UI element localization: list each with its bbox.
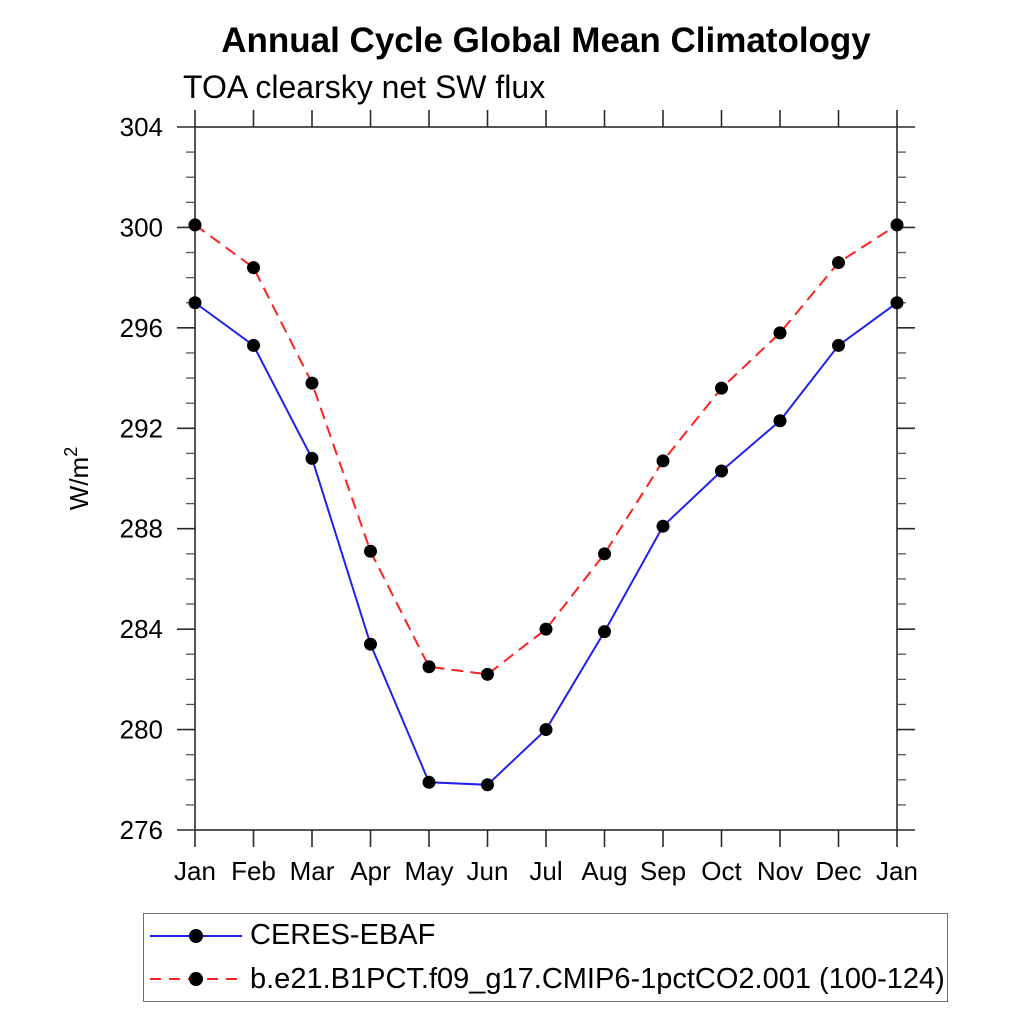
chart-title: Annual Cycle Global Mean Climatology: [221, 21, 871, 60]
x-axis-label: Aug: [581, 856, 627, 886]
chart-subtitle: TOA clearsky net SW flux: [183, 69, 546, 105]
data-point-marker: [832, 338, 845, 352]
data-point-marker: [598, 547, 611, 561]
data-point-marker: [539, 723, 553, 737]
data-point-marker: [422, 660, 436, 674]
data-point-marker: [305, 376, 319, 390]
x-axis-label: Sep: [640, 856, 686, 886]
x-axis-label: Nov: [757, 856, 803, 886]
data-point-marker: [890, 296, 904, 310]
data-point-marker: [188, 296, 202, 310]
x-axis-label: Dec: [815, 856, 861, 886]
x-axis-label: Jan: [876, 856, 918, 886]
y-axis-tick-label: 280: [120, 715, 163, 745]
legend: CERES-EBAF b.e21.B1PCT.f09_g17.CMIP6-1pc…: [143, 913, 948, 1002]
y-axis-tick-label: 284: [120, 614, 163, 644]
legend-item-ceres-ebaf: CERES-EBAF: [146, 921, 947, 951]
x-axis-label: Jan: [174, 856, 216, 886]
data-point-marker: [539, 622, 553, 636]
data-point-marker: [598, 625, 611, 639]
legend-item-model-run: b.e21.B1PCT.f09_g17.CMIP6-1pctCO2.001 (1…: [146, 964, 947, 994]
x-axis-label: Mar: [290, 856, 335, 886]
x-axis-label: May: [404, 856, 453, 886]
data-point-marker: [656, 454, 670, 468]
data-point-marker: [364, 544, 377, 558]
legend-marker-dot: [189, 972, 203, 987]
data-point-marker: [656, 519, 670, 533]
data-point-marker: [422, 775, 436, 789]
legend-label-model-run: b.e21.B1PCT.f09_g17.CMIP6-1pctCO2.001 (1…: [250, 962, 945, 995]
data-point-marker: [188, 218, 202, 232]
x-axis-label: Jul: [529, 856, 562, 886]
data-point-marker: [364, 637, 377, 651]
data-point-marker: [481, 778, 494, 792]
data-point-marker: [773, 326, 787, 340]
x-axis-label: Jun: [467, 856, 509, 886]
data-point-marker: [247, 338, 260, 352]
data-point-marker: [773, 414, 787, 428]
y-axis-tick-label: 304: [120, 112, 163, 142]
data-point-marker: [832, 256, 845, 270]
data-point-marker: [247, 261, 260, 275]
y-axis-tick-label: 300: [120, 212, 163, 242]
y-axis-title: W/m2: [61, 447, 94, 510]
x-axis-label: Apr: [350, 856, 391, 886]
series-line-obs: [194, 301, 898, 786]
data-point-marker: [715, 381, 728, 395]
series-line-model: [194, 224, 898, 676]
y-axis-tick-label: 276: [120, 815, 163, 845]
legend-sample-line-solid: [150, 928, 242, 943]
legend-marker-dot: [189, 928, 203, 943]
legend-sample-line-dashed: [150, 972, 242, 987]
y-axis-tick-label: 288: [120, 514, 163, 544]
data-point-marker: [715, 464, 728, 478]
data-point-marker: [481, 667, 494, 681]
data-point-marker: [890, 218, 904, 232]
y-axis-tick-label: 292: [120, 413, 163, 443]
data-point-marker: [305, 451, 319, 465]
legend-label-ceres-ebaf: CERES-EBAF: [250, 919, 436, 952]
x-axis-label: Feb: [231, 856, 276, 886]
y-axis-tick-label: 296: [120, 313, 163, 343]
x-axis-label: Oct: [701, 856, 742, 886]
